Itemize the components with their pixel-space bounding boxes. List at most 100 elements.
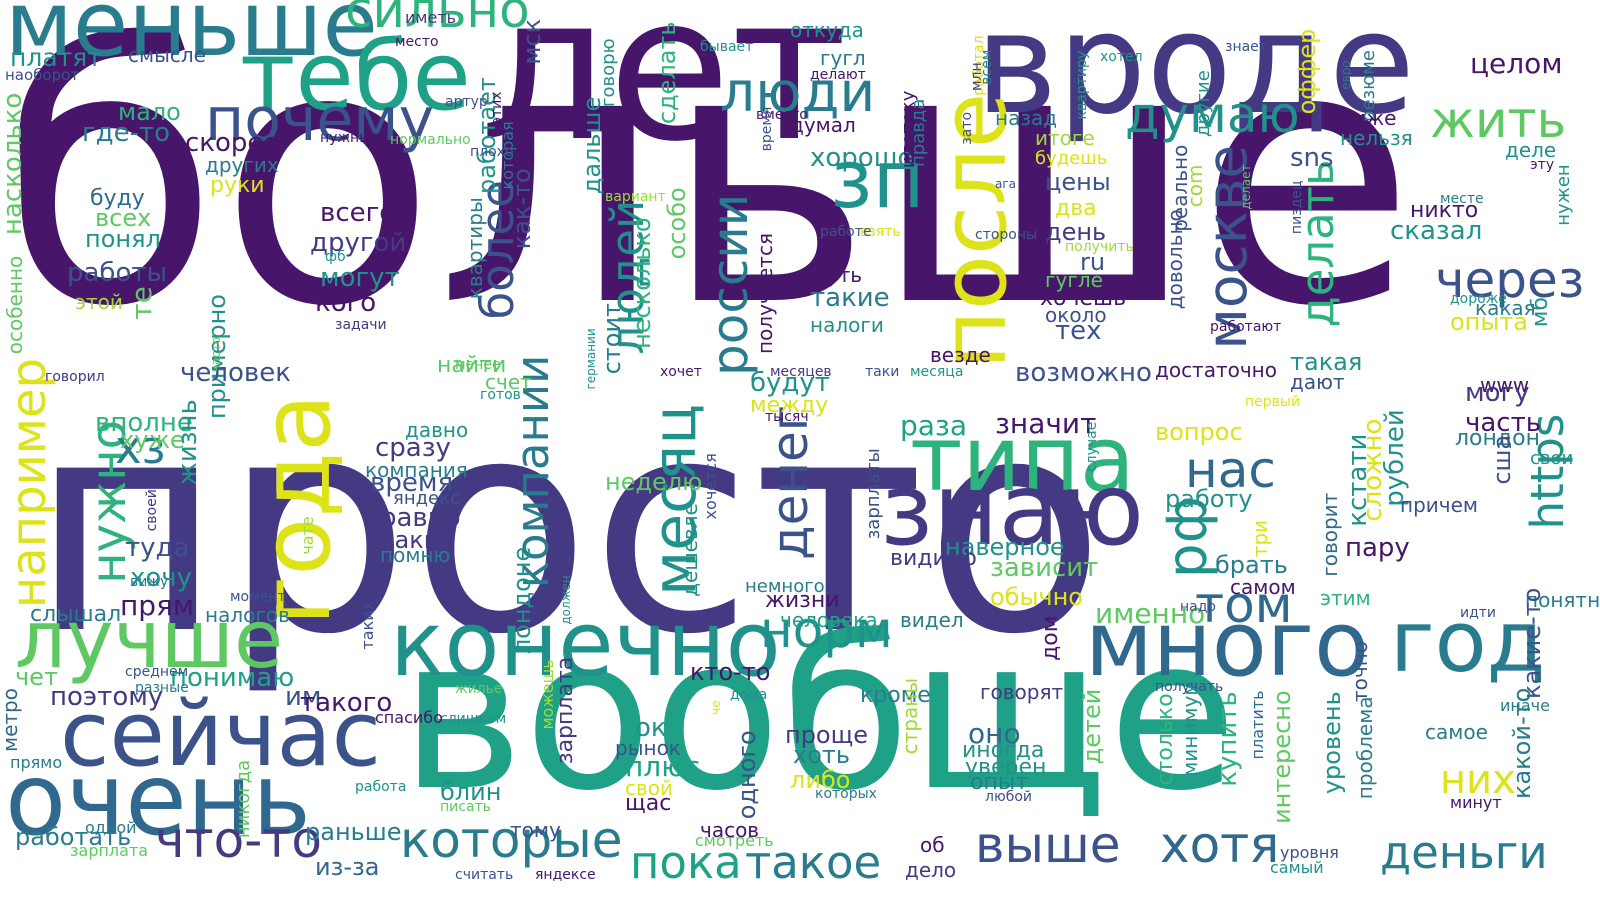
word-150: ru: [1080, 248, 1106, 276]
word-146: хорошо: [810, 143, 914, 173]
word-77: поэтому: [50, 682, 164, 712]
word-9: почему: [205, 85, 435, 155]
word-115: проще: [785, 721, 868, 749]
word-38: хотя: [1160, 816, 1280, 874]
word-97: время: [370, 468, 454, 498]
word-79: такого: [300, 688, 393, 718]
word-288: зарплаты: [863, 448, 884, 540]
word-183: эту: [1530, 157, 1555, 173]
word-127: обычно: [990, 583, 1083, 611]
word-61: те: [125, 286, 158, 320]
word-230: счет: [485, 370, 532, 394]
word-242: стороны: [975, 227, 1038, 243]
word-295: интересно: [1268, 690, 1296, 824]
word-212: причем: [1400, 493, 1478, 517]
word-162: вместо: [756, 107, 808, 123]
word-253: получить: [1065, 239, 1134, 255]
word-113: дело: [905, 858, 957, 882]
word-189: какая: [1475, 296, 1536, 320]
word-35: пока: [630, 836, 742, 889]
word-197: сша: [1488, 434, 1516, 485]
word-31: том: [1195, 576, 1293, 634]
word-161: дают: [1290, 370, 1345, 394]
word-23: сейчас: [60, 682, 382, 787]
word-263: плохо: [470, 144, 514, 160]
word-67: вполне: [95, 408, 193, 438]
word-287: хочется: [701, 453, 720, 520]
word-116: хоть: [793, 741, 851, 769]
word-109: щас: [625, 791, 672, 816]
word-98: равно: [380, 503, 461, 533]
word-251: работают: [1210, 319, 1282, 335]
word-10: люди: [720, 60, 876, 124]
word-170: назад: [995, 106, 1058, 130]
word-285: неделю: [605, 468, 703, 496]
word-29: денег: [761, 404, 819, 560]
word-137: будут: [750, 368, 830, 398]
word-99: какие: [380, 526, 455, 554]
word-82: из-за: [315, 853, 380, 881]
word-144: кроме: [860, 683, 931, 708]
word-20: много: [1085, 592, 1370, 697]
word-171: итоге: [1035, 126, 1095, 150]
word-107: блин: [440, 778, 502, 806]
word-252: делает: [1239, 164, 1253, 210]
word-110: тому: [510, 818, 561, 842]
word-56: руки: [210, 173, 265, 198]
word-37: выше: [975, 816, 1121, 874]
word-80: работать: [15, 823, 132, 851]
word-106: плюс: [625, 750, 701, 783]
word-196: свои: [1530, 448, 1574, 469]
word-156: такие: [810, 283, 890, 313]
word-258: иметь: [405, 8, 457, 27]
word-88: работа: [355, 779, 407, 795]
word-172: будешь: [1035, 148, 1108, 169]
word-182: деле: [1505, 138, 1557, 162]
word-298: дом: [1038, 615, 1063, 661]
word-248: com: [1183, 164, 1207, 208]
word-256: млн: [969, 62, 985, 92]
word-215: три: [1248, 519, 1272, 558]
word-273: жилье: [455, 681, 503, 697]
word-154: тех: [1055, 316, 1102, 346]
word-57: буду: [90, 186, 145, 211]
word-135: пару: [1345, 533, 1410, 563]
word-181: нельзя: [1340, 126, 1413, 150]
word-178: евро: [1339, 60, 1353, 90]
word-188: дороже: [1450, 291, 1507, 307]
word-282: одного: [733, 730, 761, 820]
word-283: че: [709, 700, 723, 715]
word-118: которых: [815, 786, 877, 802]
word-249: довольно: [1163, 209, 1187, 310]
word-167: делают: [810, 67, 866, 83]
word-92: всего: [320, 198, 396, 228]
word-235: месяцев: [770, 364, 832, 380]
word-198: понятно: [1525, 588, 1600, 612]
word-50: смысле: [128, 43, 206, 67]
word-83: метро: [0, 688, 22, 752]
word-125: наверное: [945, 533, 1065, 561]
word-278: должен: [559, 575, 573, 625]
word-1: просто: [30, 355, 1106, 699]
word-132: работу: [1165, 485, 1253, 513]
word-262: нормально: [390, 132, 471, 148]
word-268: своей: [144, 489, 160, 532]
word-62: этой: [75, 290, 123, 314]
word-265: задачи: [335, 317, 387, 333]
word-289: случае: [1084, 421, 1100, 473]
word-136: именно: [1095, 597, 1206, 630]
word-184: никто: [1410, 198, 1479, 223]
word-266: часто: [209, 336, 223, 373]
word-203: минут: [1450, 793, 1502, 812]
word-213: говорит: [1318, 492, 1342, 577]
word-243: взять: [860, 224, 901, 240]
word-187: нужен: [1553, 164, 1574, 226]
word-70: туда: [125, 533, 190, 563]
word-229: найти: [437, 353, 507, 378]
word-33: норм: [760, 601, 893, 659]
word-201: иначе: [1500, 696, 1550, 715]
word-160: такая: [1290, 348, 1363, 376]
word-207: уровня: [1280, 843, 1339, 862]
word-36: такое: [745, 836, 882, 889]
